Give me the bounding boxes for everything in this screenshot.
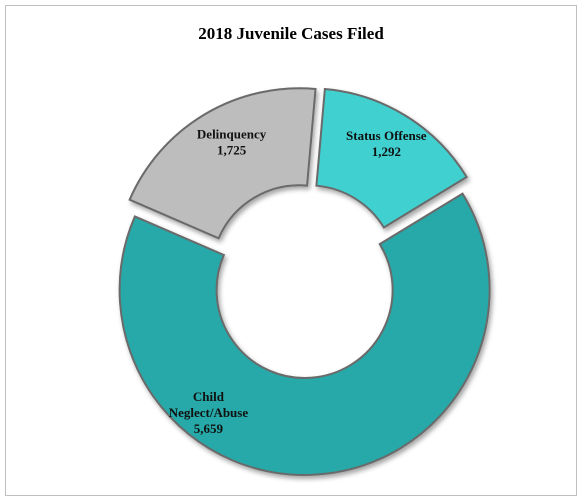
slice-label-line: Status Offense (346, 128, 427, 143)
chart-frame: 2018 Juvenile Cases Filed Status Offense… (5, 5, 577, 496)
slice-label-line: 1,725 (217, 142, 247, 157)
labels-layer: Status Offense 1,292 Child Neglect/Abuse 5,6… (169, 126, 427, 436)
slice-label-line: Child (193, 389, 225, 404)
slice-label-0: Status Offense 1,292 (346, 128, 427, 159)
donut-slice-1 (118, 192, 491, 476)
slice-label-2: Delinquency 1,725 (197, 126, 267, 157)
donut-slice-0 (315, 87, 469, 229)
donut-chart: Status Offense 1,292 Child Neglect/Abuse 5,6… (118, 87, 491, 476)
slice-label-line: Neglect/Abuse (169, 405, 249, 420)
slice-label-line: Delinquency (197, 126, 267, 141)
slice-label-line: 1,292 (372, 144, 401, 159)
chart-title: 2018 Juvenile Cases Filed (198, 24, 384, 43)
slices-layer (118, 87, 491, 476)
slice-label-1: Child Neglect/Abuse 5,659 (169, 389, 249, 436)
donut-slice-2 (128, 87, 317, 240)
slice-label-line: 5,659 (194, 421, 224, 436)
